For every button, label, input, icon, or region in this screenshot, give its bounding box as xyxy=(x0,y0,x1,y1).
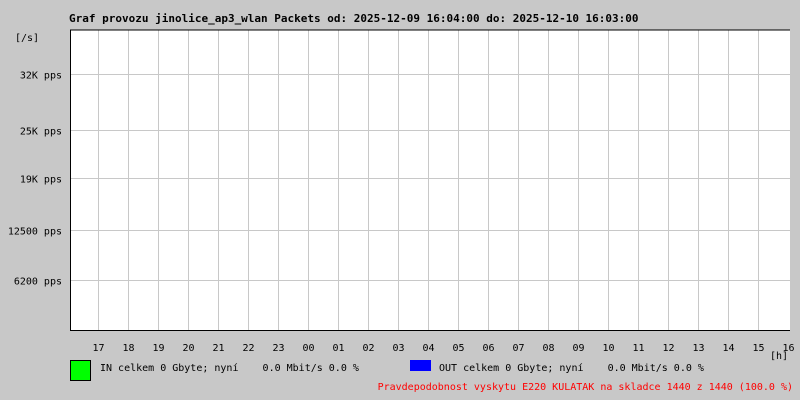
x-tick-label: 14 xyxy=(722,343,734,354)
x-tick-label: 17 xyxy=(92,343,104,354)
y-tick-label: 12500 pps xyxy=(8,227,62,238)
x-axis-label: [h] xyxy=(770,351,788,362)
footer-text: Pravdepodobnost vyskytu E220 KULATAK na … xyxy=(378,382,793,393)
x-tick-label: 10 xyxy=(602,343,614,354)
y-tick-label: 25K pps xyxy=(20,127,62,138)
x-tick-label: 02 xyxy=(362,343,374,354)
y-tick-label: 32K pps xyxy=(20,71,62,82)
x-tick-label: 00 xyxy=(302,343,314,354)
x-tick-label: 12 xyxy=(662,343,674,354)
y-tick-label: 6200 pps xyxy=(14,277,62,288)
legend-out-text: OUT celkem 0 Gbyte; nyní 0.0 Mbit/s 0.0 … xyxy=(439,362,704,374)
x-tick-label: 22 xyxy=(242,343,254,354)
x-tick-label: 20 xyxy=(182,343,194,354)
x-tick-label: 08 xyxy=(542,343,554,354)
x-tick-label: 18 xyxy=(122,343,134,354)
x-tick-label: 05 xyxy=(452,343,464,354)
legend-out-swatch xyxy=(410,360,431,371)
x-tick-label: 16 xyxy=(782,343,794,354)
y-tick-label: 19K pps xyxy=(20,175,62,186)
x-tick-label: 09 xyxy=(572,343,584,354)
x-tick-label: 23 xyxy=(272,343,284,354)
x-tick-label: 11 xyxy=(632,343,644,354)
legend-in-swatch xyxy=(70,360,91,381)
x-tick-label: 19 xyxy=(152,343,164,354)
x-tick-label: 13 xyxy=(692,343,704,354)
x-tick-label: 06 xyxy=(482,343,494,354)
x-tick-label: 21 xyxy=(212,343,224,354)
y-axis-label: [/s] xyxy=(15,33,39,44)
x-tick-label: 07 xyxy=(512,343,524,354)
chart-title: Graf provozu jinolice_ap3_wlan Packets o… xyxy=(69,12,639,25)
x-tick-label: 03 xyxy=(392,343,404,354)
x-tick-label: 15 xyxy=(752,343,764,354)
legend-in-text: IN celkem 0 Gbyte; nyní 0.0 Mbit/s 0.0 % xyxy=(100,362,359,374)
x-tick-label: 01 xyxy=(332,343,344,354)
x-tick-label: 04 xyxy=(422,343,434,354)
